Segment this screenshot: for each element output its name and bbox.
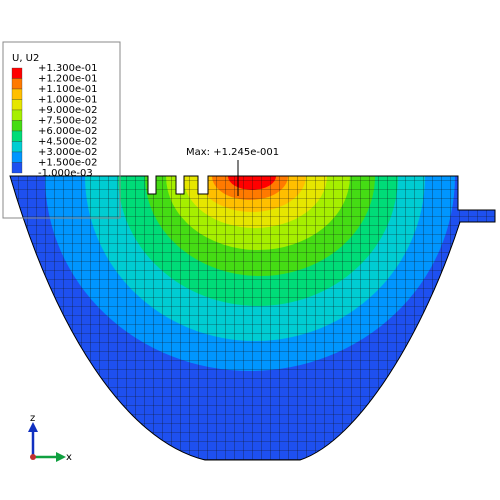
legend-label: +9.000e-02 <box>38 105 98 116</box>
legend-label: +3.000e-02 <box>38 147 98 158</box>
legend-swatch <box>11 162 23 174</box>
legend-label: +7.500e-02 <box>38 116 98 127</box>
legend-swatch <box>11 130 23 142</box>
legend-label: +4.500e-02 <box>38 137 98 148</box>
legend-swatch <box>11 67 23 79</box>
legend-label: +1.000e-01 <box>38 95 98 106</box>
legend-label: +1.300e-01 <box>38 63 98 74</box>
legend-swatch <box>11 78 23 90</box>
legend-swatch <box>11 120 23 132</box>
max-label: Max: +1.245e-001 <box>186 147 279 158</box>
legend-swatch <box>11 141 23 153</box>
legend-swatch <box>11 109 23 121</box>
legend-label: +1.200e-01 <box>38 74 98 85</box>
legend-label: +6.000e-02 <box>38 126 98 137</box>
legend-swatch <box>11 151 23 163</box>
legend: +1.300e-01+1.200e-01+1.100e-01+1.000e-01… <box>11 63 98 179</box>
axis-x-label: x <box>66 452 72 463</box>
legend-label: +1.100e-01 <box>38 84 98 95</box>
legend-title: U, U2 <box>12 53 39 64</box>
legend-swatch <box>11 99 23 111</box>
axis-z-label: z <box>30 413 35 424</box>
legend-swatch <box>11 88 23 100</box>
legend-label: -1.000e-03 <box>38 168 93 179</box>
body-outline <box>9 175 496 461</box>
legend-box <box>2 41 121 219</box>
legend-label: +1.500e-02 <box>38 158 98 169</box>
triad: z x <box>28 413 72 463</box>
